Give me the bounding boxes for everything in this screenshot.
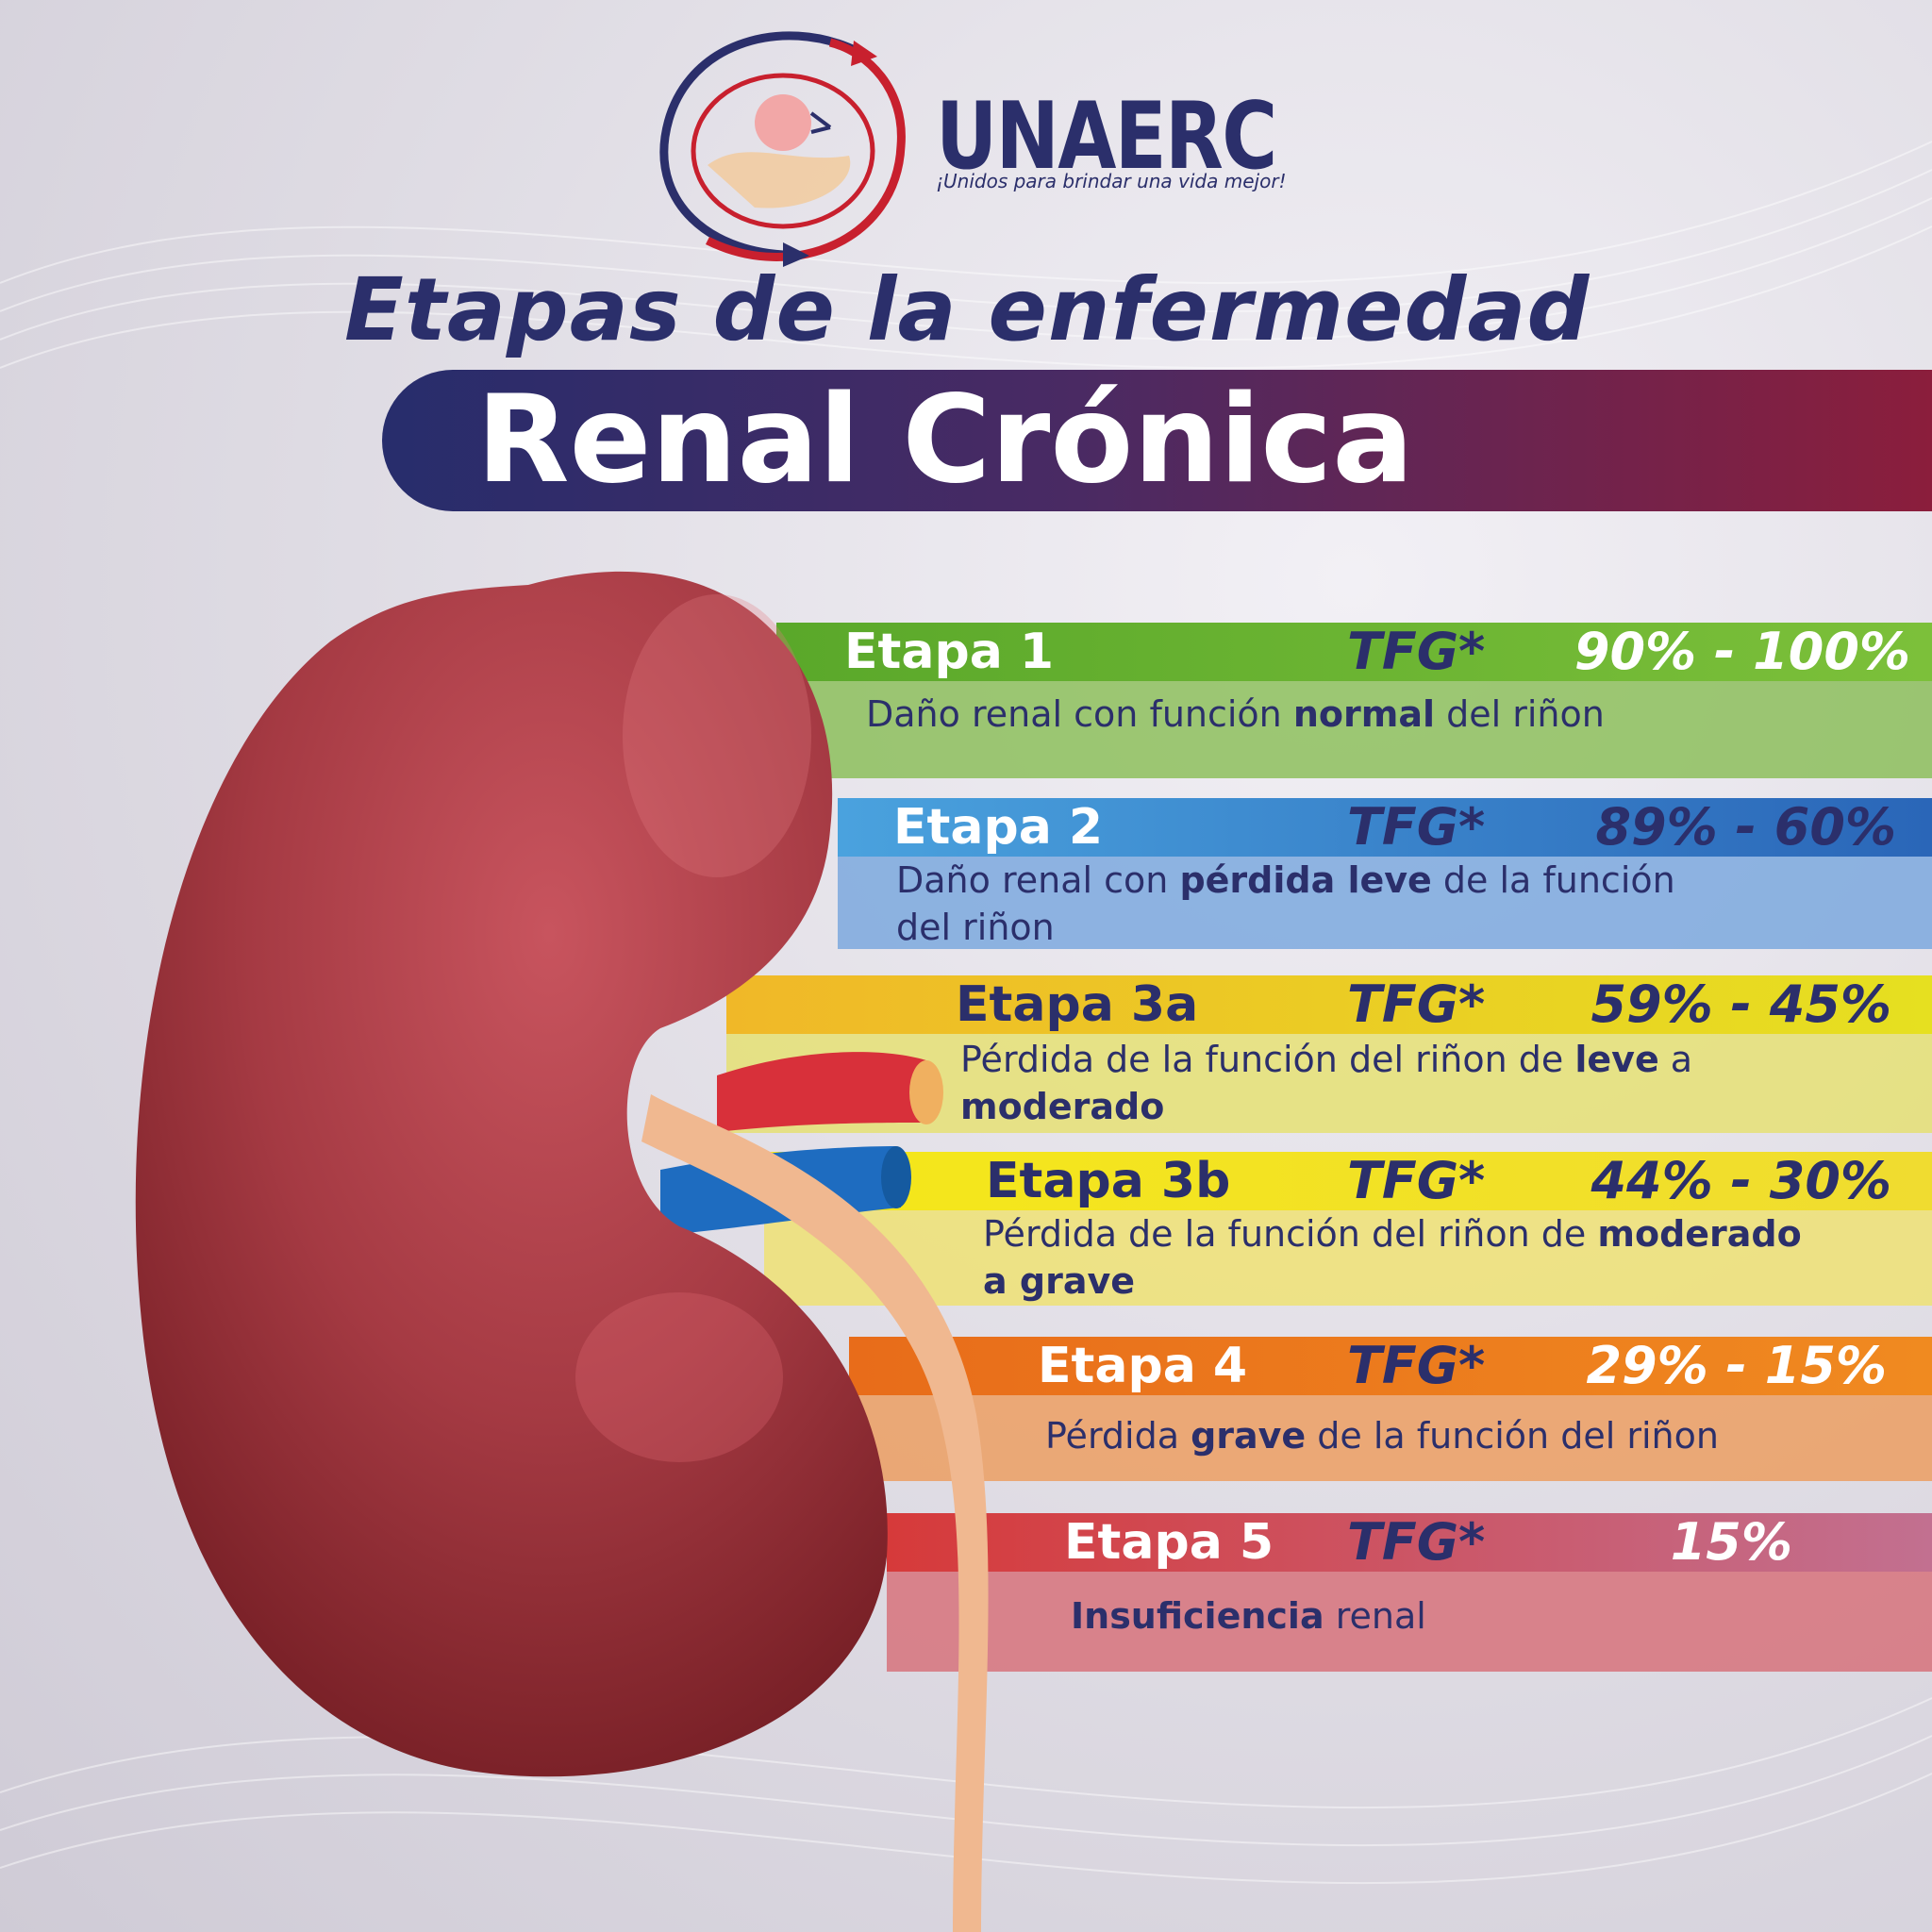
stage-description: Daño renal con pérdida leve de la funció… [838,857,1932,949]
description-line: Pérdida de la función del riñon de leve … [960,1036,1692,1083]
logo-name: UNAERC [936,83,1277,191]
description-line: Pérdida grave de la función del riñon [1045,1412,1719,1459]
stage-tfg: TFG* [1347,1151,1486,1210]
description-text: Pérdida de la función del riñon de [960,1039,1575,1080]
stage-band: Etapa 3a TFG* 59% - 45% Pérdida de la funci… [726,975,1932,1133]
description-text: renal [1324,1595,1426,1637]
stage-header: Etapa 5 TFG* 15% [887,1513,1932,1572]
description-line: Daño renal con función normal del riñon [866,691,1605,738]
stage-band: Etapa 2 TFG* 89% - 60% Daño renal con pérdi… [838,798,1932,949]
stage-header: Etapa 2 TFG* 89% - 60% [838,798,1932,857]
description-bold: a grave [983,1260,1135,1302]
description-text: a [1658,1039,1693,1080]
stage-header: Etapa 4 TFG* 29% - 15% [849,1337,1932,1395]
stage-tfg: TFG* [1347,797,1486,857]
description-text: del riñon [896,907,1055,948]
stage-label: Etapa 4 [1038,1338,1248,1394]
stage-range: 44% - 30% [1591,1151,1891,1210]
description-bold: moderado [1597,1213,1802,1255]
stage-label: Etapa 5 [1064,1514,1274,1571]
description-bold: leve [1574,1039,1659,1080]
logo-tagline: ¡Unidos para brindar una vida mejor! [936,170,1287,192]
stage-tfg: TFG* [1347,1512,1486,1572]
stage-description: Pérdida grave de la función del riñon [849,1395,1932,1481]
description-line: del riñon [896,904,1055,951]
description-text: del riñon [1435,693,1605,735]
stage-range: 90% - 100% [1574,622,1910,681]
stage-band: Etapa 5 TFG* 15% Insuficiencia renal [887,1513,1932,1672]
stage-label: Etapa 3a [956,976,1199,1033]
description-text: Pérdida [1045,1415,1191,1457]
stage-header: Etapa 3a TFG* 59% - 45% [726,975,1932,1034]
stage-range: 15% [1670,1512,1792,1572]
stage-description: Pérdida de la función del riñon de moder… [764,1210,1932,1306]
title-line2: Renal Crónica [476,370,1414,510]
stage-description: Daño renal con función normal del riñon [776,681,1932,778]
title-pill [382,370,1932,511]
stage-range: 29% - 15% [1586,1336,1887,1395]
stage-label: Etapa 1 [844,624,1055,680]
stage-label: Etapa 3b [986,1153,1231,1209]
description-line: moderado [960,1083,1164,1130]
description-bold: Insuficiencia [1071,1595,1324,1637]
stage-band: Etapa 1 TFG* 90% - 100% Daño renal con func… [776,623,1932,778]
title-line1: Etapas de la enfermedad [344,259,1591,360]
description-text: Daño renal con función [866,693,1293,735]
description-text: de la función del riñon [1306,1415,1719,1457]
stage-band: Etapa 4 TFG* 29% - 15% Pérdida grave de la … [849,1337,1932,1481]
description-bold: moderado [960,1086,1165,1127]
stage-label: Etapa 2 [893,799,1104,856]
stage-header: Etapa 1 TFG* 90% - 100% [776,623,1932,681]
stage-tfg: TFG* [1347,622,1486,681]
description-bold: grave [1191,1415,1307,1457]
stage-description: Pérdida de la función del riñon de leve … [726,1034,1932,1133]
stage-tfg: TFG* [1347,1336,1486,1395]
stage-range: 89% - 60% [1595,797,1896,857]
description-text: de la función [1431,859,1675,901]
stage-description: Insuficiencia renal [887,1572,1932,1672]
stage-range: 59% - 45% [1591,974,1891,1034]
description-text: Pérdida de la función del riñon de [983,1213,1598,1255]
description-text: Daño renal con [896,859,1180,901]
description-line: a grave [983,1257,1135,1305]
description-bold: pérdida leve [1179,859,1432,901]
description-line: Daño renal con pérdida leve de la funció… [896,857,1675,904]
description-line: Insuficiencia renal [1071,1592,1426,1640]
stage-band: Etapa 3b TFG* 44% - 30% Pérdida de la funci… [764,1152,1932,1306]
stage-tfg: TFG* [1347,974,1486,1034]
description-bold: normal [1292,693,1436,735]
logo-emblem [659,31,906,267]
stage-header: Etapa 3b TFG* 44% - 30% [764,1152,1932,1210]
description-line: Pérdida de la función del riñon de moder… [983,1210,1802,1257]
